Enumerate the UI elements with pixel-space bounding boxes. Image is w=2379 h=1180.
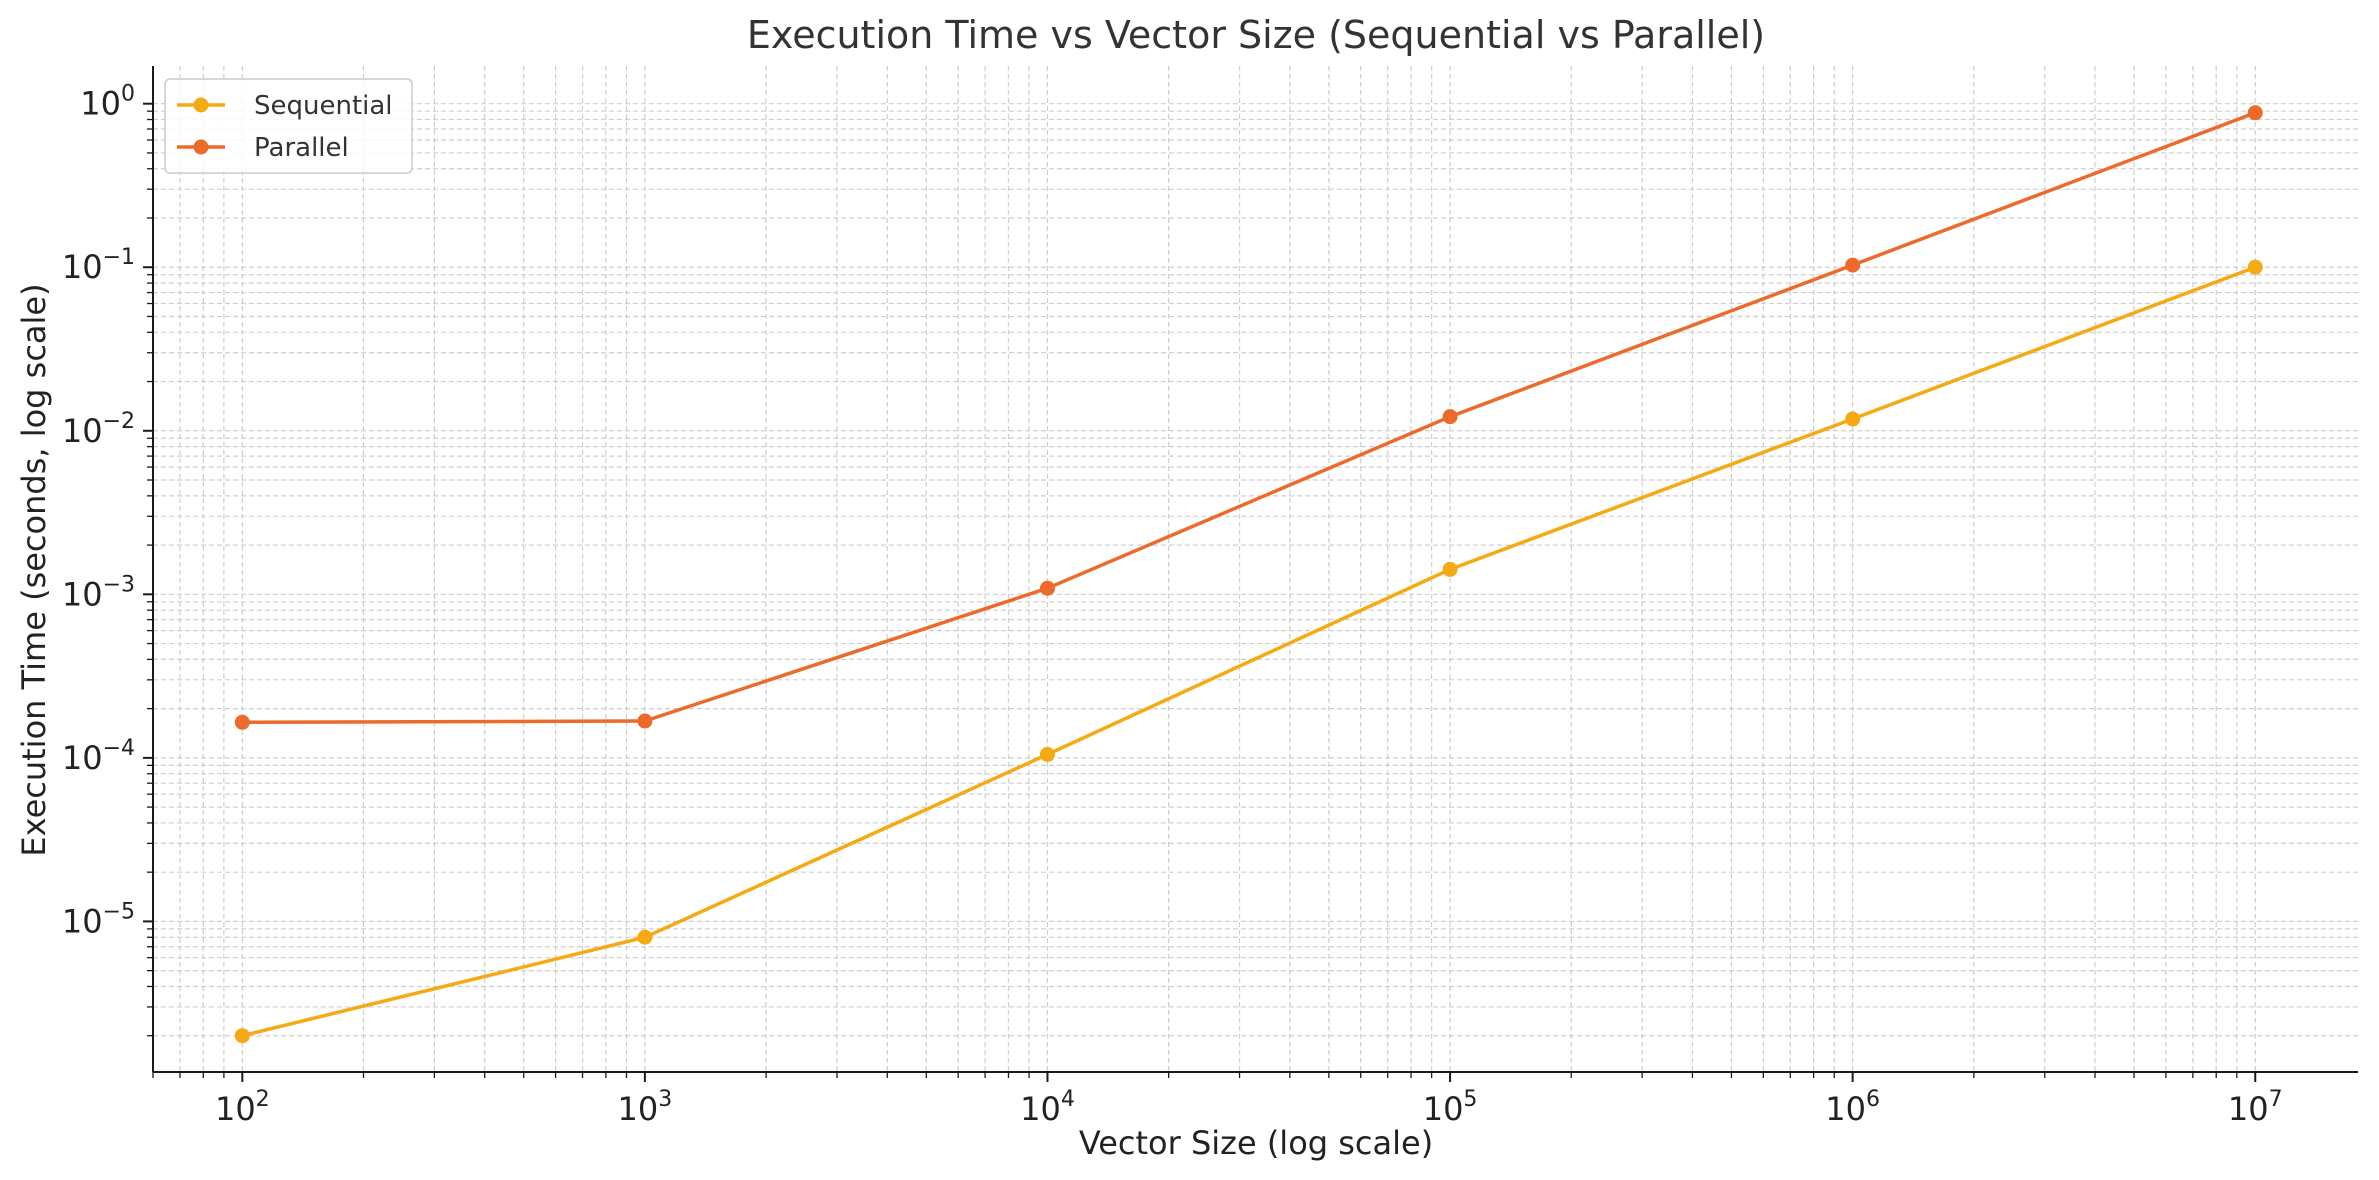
y-tick-exponent: −3: [103, 572, 135, 597]
data-point-sequential: [1039, 746, 1055, 762]
x-tick-label: 106: [1825, 1087, 1880, 1128]
series-line-parallel: [242, 111, 2256, 725]
data-point-parallel: [234, 714, 250, 730]
y-tick-label: 10−4: [62, 736, 135, 777]
y-tick-base: 10: [80, 85, 121, 123]
y-tick-label: 10−5: [62, 899, 135, 940]
x-tick-base: 10: [1423, 1090, 1464, 1128]
y-axis-label: Execution Time (seconds, log scale): [15, 283, 53, 856]
y-tick-base: 10: [62, 739, 103, 777]
legend-label: Sequential: [254, 91, 393, 121]
y-tick-base: 10: [62, 902, 103, 940]
x-tick-exponent: 3: [658, 1087, 672, 1112]
y-tick-exponent: −1: [103, 245, 135, 270]
data-point-parallel: [2247, 105, 2263, 121]
data-point-sequential: [637, 929, 653, 945]
x-tick-base: 10: [618, 1090, 659, 1128]
y-tick-base: 10: [62, 248, 103, 286]
y-tick-exponent: −5: [103, 899, 135, 924]
y-tick-base: 10: [62, 575, 103, 613]
x-tick-exponent: 7: [2269, 1087, 2283, 1112]
y-tick-exponent: −2: [103, 409, 135, 434]
data-point-sequential: [1845, 411, 1861, 427]
x-tick-exponent: 2: [256, 1087, 270, 1112]
y-tick-label: 10−3: [62, 572, 135, 613]
data-point-parallel: [1845, 257, 1861, 273]
x-tick-exponent: 6: [1866, 1087, 1880, 1112]
x-tick-base: 10: [2228, 1090, 2269, 1128]
x-axis-label: Vector Size (log scale): [1079, 1124, 1433, 1162]
y-tick-label: 100: [80, 82, 135, 123]
legend-swatch-marker: [193, 97, 209, 113]
x-tick-label: 105: [1423, 1087, 1478, 1128]
x-tick-label: 102: [215, 1087, 270, 1128]
series-line-sequential: [241, 265, 2256, 1038]
y-tick-label: 10−1: [62, 245, 135, 286]
data-point-parallel: [1442, 409, 1458, 425]
data-point-parallel: [637, 713, 653, 729]
y-tick-base: 10: [62, 412, 103, 450]
y-tick-label: 10−2: [62, 409, 135, 450]
series-layer: [234, 105, 2263, 1044]
data-point-sequential: [1442, 561, 1458, 577]
legend-label: Parallel: [254, 133, 349, 163]
series-sequential: [234, 259, 2263, 1044]
x-tick-base: 10: [215, 1090, 256, 1128]
x-tick-label: 103: [618, 1087, 673, 1128]
y-tick-exponent: 0: [121, 82, 135, 107]
x-tick-label: 107: [2228, 1087, 2283, 1128]
chart-title: Execution Time vs Vector Size (Sequentia…: [747, 13, 1765, 57]
x-tick-exponent: 4: [1061, 1087, 1075, 1112]
y-tick-exponent: −4: [103, 736, 135, 761]
x-tick-base: 10: [1825, 1090, 1866, 1128]
x-tick-label: 104: [1020, 1087, 1075, 1128]
data-point-sequential: [234, 1028, 250, 1044]
grid: [152, 66, 2358, 1072]
data-point-sequential: [2247, 259, 2263, 275]
x-tick-base: 10: [1020, 1090, 1061, 1128]
data-point-parallel: [1039, 580, 1055, 596]
legend: Sequential Parallel: [164, 78, 413, 174]
x-tick-exponent: 5: [1463, 1087, 1477, 1112]
axes: 102 103 104 105 106 10710010−110−210−310−410−…: [62, 66, 2358, 1128]
series-parallel: [234, 105, 2263, 730]
legend-swatch-marker: [193, 139, 209, 155]
legend-box: [164, 78, 413, 174]
